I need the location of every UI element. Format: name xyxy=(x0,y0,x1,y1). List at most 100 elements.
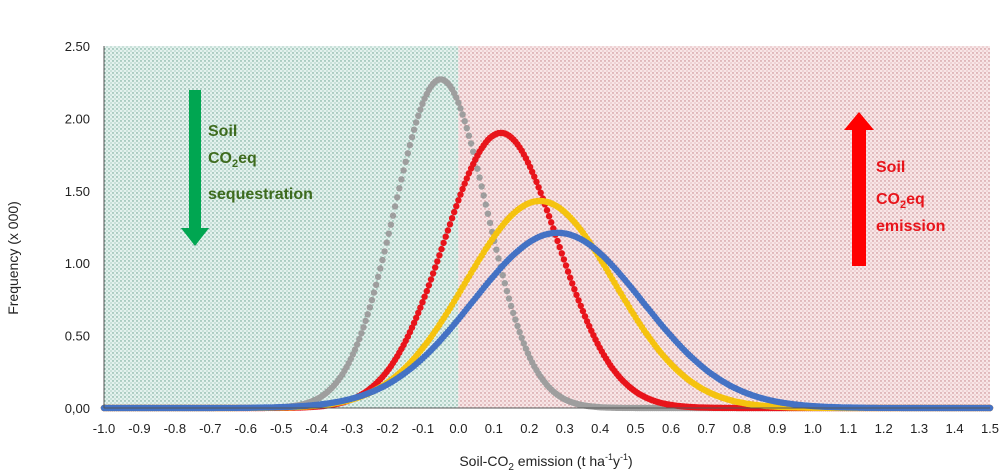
series-0-point xyxy=(402,158,409,165)
series-0-point xyxy=(501,280,508,287)
y-tick-label: 0.50 xyxy=(65,329,90,344)
emission-region xyxy=(458,46,990,408)
x-axis-title: Soil-CO2 emission (t ha-1y-1) xyxy=(459,452,632,473)
series-1-point xyxy=(533,178,540,186)
series-1-point xyxy=(457,191,464,198)
series-0-point xyxy=(394,194,401,201)
x-tick-label: -0.8 xyxy=(164,421,186,436)
x-tick-label: 0.8 xyxy=(733,421,751,436)
series-0-point xyxy=(463,125,470,132)
series-0-point xyxy=(370,289,378,296)
series-1-point xyxy=(413,314,420,322)
series-0-point xyxy=(482,201,489,208)
series-1-point xyxy=(448,215,456,222)
series-0-point xyxy=(499,272,506,279)
series-1-point xyxy=(531,173,538,180)
sequestration-label-line1: Soil xyxy=(208,123,237,140)
y-tick-label: 1.00 xyxy=(65,256,90,271)
down-arrow-icon xyxy=(181,90,209,246)
series-1-point xyxy=(442,233,449,240)
series-0-point xyxy=(478,183,485,190)
x-axis-ticks: -1.0 -0.9 -0.8 -0.7 -0.6 -0.5 -0.4 -0.3 -0.2 -0.1… xyxy=(93,421,999,436)
y-tick-label: 2.50 xyxy=(65,39,90,54)
series-1-point xyxy=(548,219,555,226)
series-0-point xyxy=(362,317,369,325)
x-tick-label: 0.3 xyxy=(556,421,574,436)
series-0-point xyxy=(522,345,530,352)
series-0-point xyxy=(372,281,380,288)
x-tick-label: 0.4 xyxy=(591,421,609,436)
x-tick-label: 1.4 xyxy=(946,421,964,436)
y-tick-label: 2.00 xyxy=(65,111,90,126)
series-1-point xyxy=(575,297,582,304)
emission-label-line3: emission xyxy=(876,218,945,235)
series-1-point xyxy=(573,291,580,299)
series-0-point xyxy=(510,309,517,317)
series-0-point xyxy=(410,126,418,133)
series-1-point xyxy=(438,245,445,253)
series-1-point xyxy=(537,189,544,196)
series-0-point xyxy=(486,219,494,227)
series-0-point xyxy=(465,132,473,139)
series-1-point xyxy=(556,243,563,251)
series-1-point xyxy=(581,313,589,320)
series-1-point xyxy=(535,184,542,191)
x-tick-label: -0.6 xyxy=(235,421,257,436)
series-1-point xyxy=(451,208,458,216)
series-0-point xyxy=(484,210,492,217)
series-0-point xyxy=(516,328,523,336)
series-0-point xyxy=(396,185,403,192)
sequestration-label-line2: CO2eq xyxy=(208,150,257,170)
series-1-point xyxy=(558,250,565,257)
series-0-point xyxy=(493,246,500,253)
series-1-point xyxy=(526,163,534,171)
series-1-point xyxy=(577,302,584,310)
x-tick-label: 0.7 xyxy=(697,421,715,436)
series-0-point xyxy=(360,324,367,331)
series-0-point xyxy=(480,192,487,199)
series-0-point xyxy=(385,230,392,237)
series-0-point xyxy=(520,340,527,347)
series-0-point xyxy=(455,99,462,106)
series-1-point xyxy=(429,270,437,277)
y-tick-label: 0,00 xyxy=(65,401,90,416)
series-1-point xyxy=(567,274,574,281)
series-1-point xyxy=(459,185,466,193)
series-0-point xyxy=(356,335,363,343)
series-0-point xyxy=(470,148,477,155)
series-0-point xyxy=(391,203,399,210)
x-tick-label: 1.1 xyxy=(839,421,857,436)
series-0-point xyxy=(387,221,395,228)
series-0-point xyxy=(353,341,361,348)
series-0-point xyxy=(512,316,519,323)
series-0-point xyxy=(408,134,416,141)
series-0-point xyxy=(419,100,426,108)
series-0-point xyxy=(400,167,407,174)
x-tick-label: -0.4 xyxy=(305,421,327,436)
series-0-point xyxy=(377,265,384,272)
series-1-point xyxy=(579,307,587,315)
series-1-point xyxy=(545,213,553,220)
series-0-point xyxy=(358,330,365,337)
series-0-point xyxy=(503,287,511,295)
series-0-point xyxy=(457,105,464,112)
x-tick-label: 0.9 xyxy=(768,421,786,436)
series-1-point xyxy=(571,286,578,293)
series-1-point xyxy=(583,318,591,325)
x-tick-label: -0.2 xyxy=(376,421,398,436)
series-0-point xyxy=(453,94,460,101)
emission-label-line1: Soil xyxy=(876,159,905,176)
series-0-point xyxy=(351,346,359,353)
x-tick-label: 1.0 xyxy=(804,421,822,436)
series-0-point xyxy=(505,295,513,302)
series-0-point xyxy=(404,150,411,157)
series-1-point xyxy=(554,237,561,245)
x-tick-label: 1.5 xyxy=(981,421,999,436)
series-1-point xyxy=(436,252,443,259)
series-1-point xyxy=(446,221,454,228)
y-axis-title: Frequency (x 000) xyxy=(5,201,21,315)
series-0-point xyxy=(507,302,515,310)
series-1-point xyxy=(410,319,418,326)
y-tick-label: 1.50 xyxy=(65,184,90,199)
